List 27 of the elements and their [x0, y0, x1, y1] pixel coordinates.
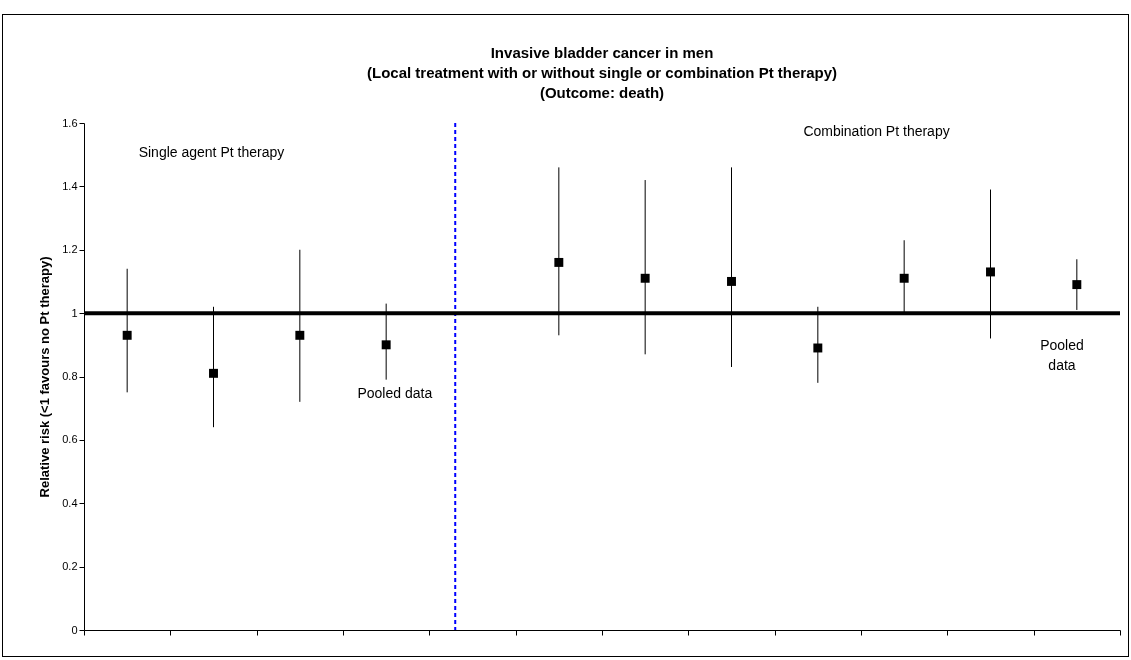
annotation: Combination Pt therapy	[803, 123, 950, 140]
point	[986, 267, 995, 277]
point	[122, 330, 132, 340]
y-tick-label: 1.2	[62, 243, 78, 256]
point	[1072, 280, 1082, 290]
point	[899, 273, 909, 283]
point	[381, 340, 391, 350]
point	[554, 257, 564, 267]
annotation: Pooled data	[1040, 337, 1084, 374]
text: (Outcome: death)	[539, 84, 665, 101]
point	[640, 273, 650, 283]
point	[295, 330, 305, 340]
y-tick-label: 0.6	[62, 433, 78, 446]
y-tick-label: 0.2	[62, 560, 78, 573]
y-tick-label: 0.4	[62, 496, 78, 509]
y-tick-label: 1	[71, 306, 78, 319]
y-tick-label: 0	[71, 623, 78, 636]
y-axis-title: Relative risk (<1 favours no Pt therapy)	[37, 256, 53, 498]
y-tick-label: 0.8	[62, 370, 78, 382]
point	[727, 276, 736, 286]
text: Invasive bladder cancer in men	[490, 44, 714, 61]
annotation: Single agent Pt therapy	[138, 144, 285, 161]
y-tick-label: 1.6	[62, 116, 78, 129]
text: (Local treatment with or without single or combination Pt therapy)	[366, 64, 838, 81]
y-tick-label: 1.4	[62, 179, 78, 192]
annotation: Pooled data	[357, 385, 433, 402]
point	[209, 368, 218, 378]
